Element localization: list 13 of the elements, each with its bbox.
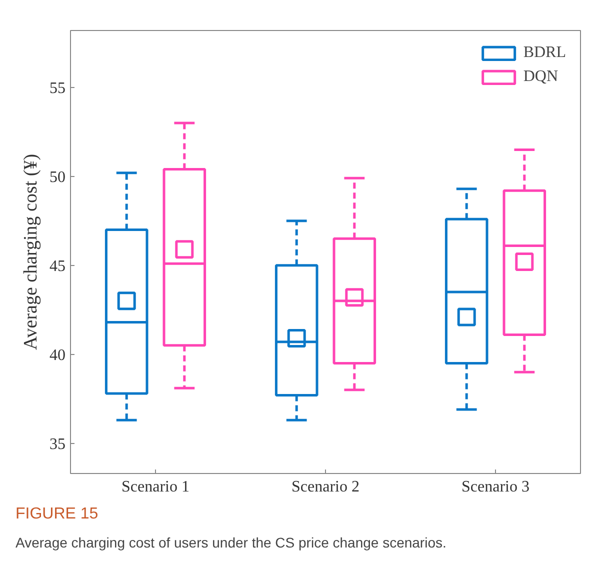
legend-label: DQN	[523, 68, 558, 86]
x-tick-label: Scenario 3	[462, 478, 530, 496]
x-tick-label: Scenario 1	[122, 478, 190, 496]
y-tick-label: 35	[50, 436, 66, 453]
y-tick-label: 40	[50, 346, 66, 364]
y-tick-label: 55	[50, 80, 66, 97]
x-tick-label: Scenario 2	[292, 478, 360, 496]
caption: FIGURE 15	[16, 506, 98, 522]
y-tick-label: 50	[50, 168, 66, 186]
legend-label: BDRL	[523, 44, 566, 62]
y-tick-label: 45	[50, 258, 66, 275]
y-axis-title: Average charging cost (¥)	[20, 154, 42, 350]
text: Average charging cost of users under the CS price change scenarios.	[16, 534, 446, 550]
